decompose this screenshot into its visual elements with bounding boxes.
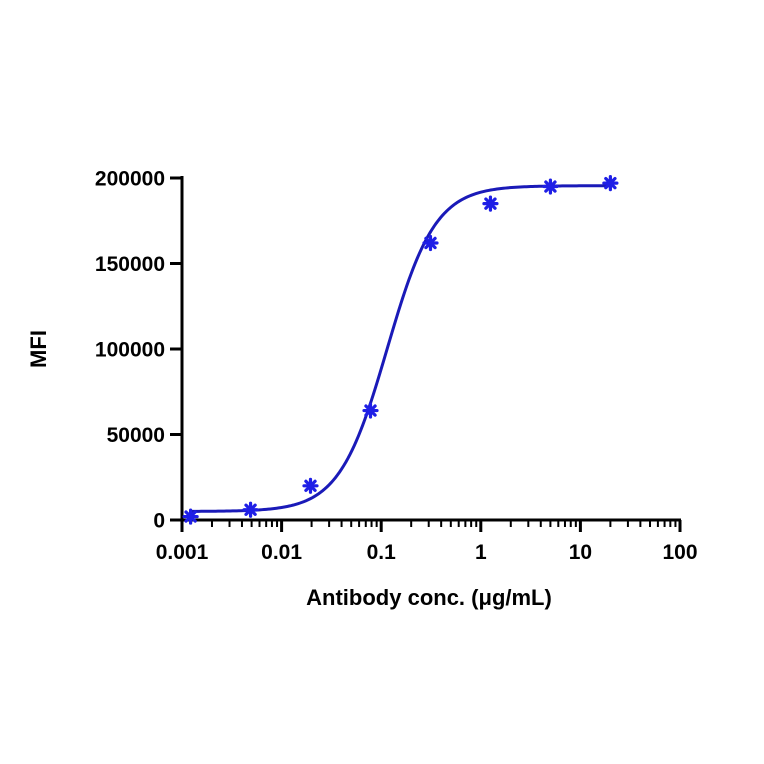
y-tick-label: 100000	[95, 339, 165, 362]
data-point	[602, 175, 619, 192]
data-point	[182, 508, 199, 525]
x-tick-label: 100	[662, 541, 697, 564]
data-point-core	[487, 200, 494, 207]
y-tick-label: 150000	[95, 253, 165, 276]
data-point	[422, 234, 439, 252]
x-tick-label: 10	[569, 541, 592, 564]
x-tick-label: 0.01	[261, 541, 302, 564]
data-point	[242, 501, 259, 518]
data-point-core	[547, 183, 554, 190]
x-axis-title: Antibody conc. (μg/mL)	[306, 585, 552, 610]
axes: 0 50000 100000 150000 200000 0.001 0.01 0.1 1 10 1…	[95, 168, 698, 565]
x-tick-label: 0.001	[156, 541, 209, 564]
data-point-core	[427, 239, 434, 246]
data-point	[482, 195, 499, 212]
data-point-core	[247, 506, 254, 513]
data-point-core	[607, 180, 614, 187]
data-point-core	[187, 513, 194, 520]
y-axis-title: MFI	[26, 330, 51, 368]
x-tick-label: 0.1	[367, 541, 397, 564]
data-point	[302, 477, 319, 494]
y-tick-label: 0	[153, 510, 165, 533]
y-tick-label: 50000	[107, 424, 165, 447]
data-point-core	[367, 407, 374, 414]
x-tick-label: 1	[475, 541, 487, 564]
fit-curve-layer	[190, 184, 611, 513]
data-points-layer	[182, 175, 619, 525]
fit-curve	[190, 184, 611, 513]
data-point	[362, 402, 379, 419]
y-tick-label: 200000	[95, 168, 165, 191]
data-point	[542, 178, 559, 195]
data-point-core	[307, 482, 314, 489]
